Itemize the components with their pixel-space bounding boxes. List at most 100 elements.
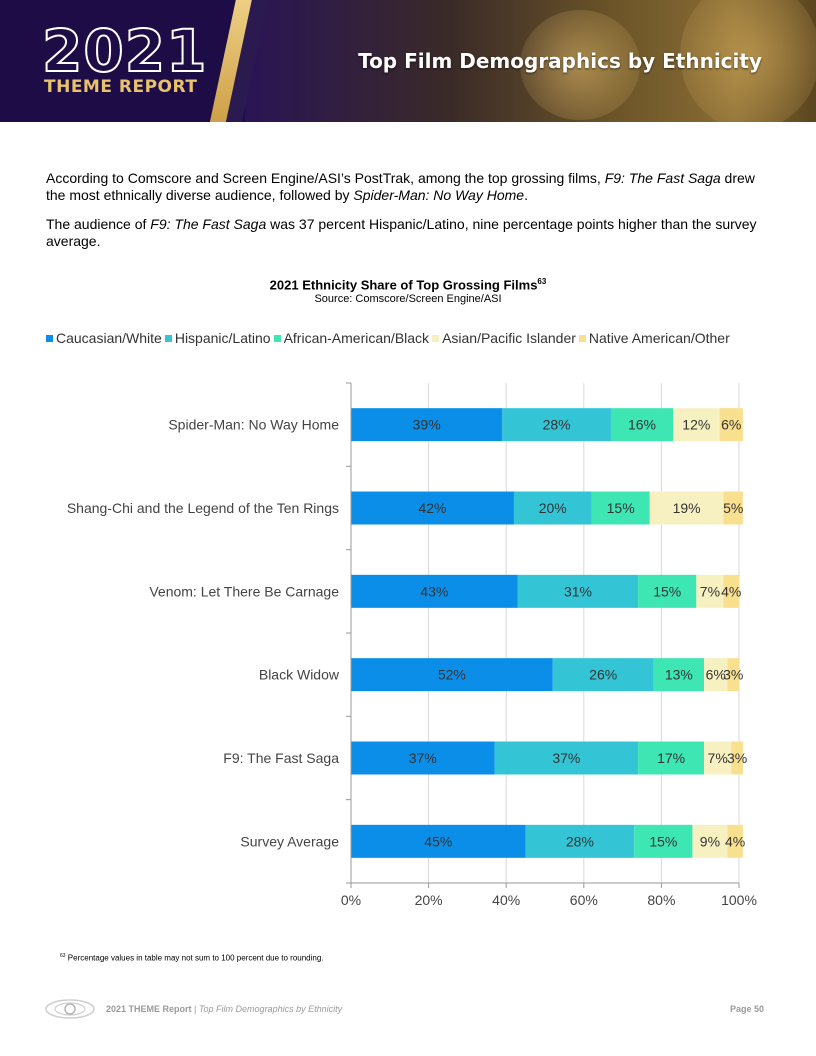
- legend-label: Hispanic/Latino: [174, 330, 271, 346]
- bar-segment: [692, 824, 728, 858]
- data-label: 12%: [682, 417, 710, 433]
- legend-item-caucasian-white: Caucasian/White: [46, 330, 162, 346]
- detail-paragraph: The audience of F9: The Fast Saga was 37…: [46, 216, 757, 249]
- x-tick-label: 80%: [647, 892, 675, 908]
- bar-segment: [696, 574, 724, 608]
- data-label: 4%: [725, 833, 745, 849]
- y-tick-label: Venom: Let There Be Carnage: [149, 583, 339, 599]
- bar-segment: [723, 574, 739, 608]
- footer-logo-icon: [45, 999, 95, 1019]
- bar-segment: [704, 658, 728, 692]
- y-tick-label: Spider-Man: No Way Home: [168, 417, 339, 433]
- legend-swatch: [432, 335, 440, 342]
- page-title: Top Film Demographics by Ethnicity: [358, 49, 762, 73]
- legend-label: Asian/Pacific Islander: [442, 330, 576, 346]
- data-label: 39%: [413, 417, 441, 433]
- banner-logo-panel: [0, 0, 245, 122]
- bar-segment: [731, 741, 743, 775]
- x-tick-label: 40%: [492, 892, 520, 908]
- data-label: 4%: [721, 583, 741, 599]
- data-label: 17%: [657, 750, 685, 766]
- data-label: 52%: [438, 667, 466, 683]
- footnote: 63 Percentage values in table may not su…: [60, 953, 324, 963]
- data-label: 42%: [418, 500, 446, 516]
- data-label: 20%: [539, 500, 567, 516]
- bar-segment: [653, 658, 705, 692]
- legend-swatch: [46, 335, 53, 342]
- data-label: 31%: [564, 583, 592, 599]
- legend-swatch: [273, 335, 281, 342]
- data-label: 5%: [723, 500, 743, 516]
- bar-segment: [610, 408, 674, 442]
- y-tick-label: Survey Average: [240, 833, 339, 849]
- header-banner: 2021 THEME REPORT Top Film Demographics …: [0, 0, 816, 122]
- data-label: 7%: [700, 583, 720, 599]
- bar-segment: [638, 741, 705, 775]
- data-label: 6%: [706, 667, 726, 683]
- bar-segment: [552, 658, 654, 692]
- data-label: 13%: [665, 667, 693, 683]
- legend-item-native-american-other: Native American/Other: [578, 330, 730, 346]
- bar-segment: [351, 658, 553, 692]
- data-label: 43%: [420, 583, 448, 599]
- legend-label: Caucasian/White: [56, 330, 162, 346]
- bar-segment: [502, 408, 611, 442]
- stacked-bar-chart: 0% 20% 40% 60% 80% 100% Spider-Man: No Way Hom…: [67, 382, 757, 908]
- data-label: 15%: [607, 500, 635, 516]
- bar-segment: [351, 574, 518, 608]
- bar-segment: [525, 824, 635, 858]
- legend-item-asian-pacific-islander: Asian/Pacific Islander: [432, 330, 576, 346]
- legend-label: Native American/Other: [588, 330, 730, 346]
- data-label: 45%: [424, 833, 452, 849]
- bar-segment: [351, 824, 526, 858]
- x-tick-label: 100%: [721, 892, 757, 908]
- bar-segment: [634, 824, 693, 858]
- bar-segment: [351, 408, 503, 442]
- data-label: 28%: [566, 833, 594, 849]
- bar-segment: [723, 491, 743, 525]
- data-label: 28%: [543, 417, 571, 433]
- bar-segment: [591, 491, 650, 525]
- x-tick-label: 20%: [415, 892, 443, 908]
- chart-subtitle: Source: Comscore/Screen Engine/ASI: [314, 293, 502, 305]
- bar-segment: [351, 491, 514, 525]
- data-label: 37%: [409, 750, 437, 766]
- data-label: 6%: [721, 417, 741, 433]
- legend-item-african-american-black: African-American/Black: [273, 330, 430, 346]
- y-tick-label: F9: The Fast Saga: [223, 750, 339, 766]
- data-label: 15%: [653, 583, 681, 599]
- bar-segment: [513, 491, 592, 525]
- data-label: 7%: [708, 750, 728, 766]
- legend-label: African-American/Black: [283, 330, 430, 346]
- page-number: Page 50: [729, 1004, 764, 1014]
- x-tick-label: 60%: [570, 892, 598, 908]
- legend-swatch: [164, 335, 172, 342]
- banner-photo-highlight: [680, 0, 816, 122]
- x-tick-label: 0%: [341, 892, 361, 908]
- data-label: 15%: [649, 833, 677, 849]
- bar-segment: [704, 741, 732, 775]
- chart-title: 2021 Ethnicity Share of Top Grossing Fil…: [269, 277, 547, 293]
- bar-segment: [517, 574, 639, 608]
- banner-photo-highlight: [520, 10, 640, 120]
- bar-segment: [727, 658, 739, 692]
- intro-paragraph: According to Comscore and Screen Engine/…: [46, 170, 755, 203]
- chart-legend: Caucasian/White Hispanic/Latino African-Am…: [46, 330, 786, 346]
- bar-segment: [727, 824, 743, 858]
- y-tick-label: Shang-Chi and the Legend of the Ten Ring…: [67, 500, 339, 516]
- bar-segment: [649, 491, 724, 525]
- data-label: 37%: [552, 750, 580, 766]
- legend-swatch: [578, 335, 586, 342]
- report-name: THEME REPORT: [44, 77, 198, 97]
- data-label: 9%: [700, 833, 720, 849]
- bar-segment: [638, 574, 697, 608]
- legend-item-hispanic-latino: Hispanic/Latino: [164, 330, 271, 346]
- y-tick-label: Black Widow: [259, 667, 340, 683]
- page-footer: 2021 THEME Report | Top Film Demographic…: [44, 998, 774, 1022]
- data-label: 19%: [673, 500, 701, 516]
- bar-segment: [673, 408, 720, 442]
- data-label: 3%: [723, 667, 743, 683]
- footer-text: 2021 THEME Report | Top Film Demographic…: [106, 1004, 343, 1014]
- bar-segment: [351, 741, 495, 775]
- report-year: 2021: [41, 17, 208, 85]
